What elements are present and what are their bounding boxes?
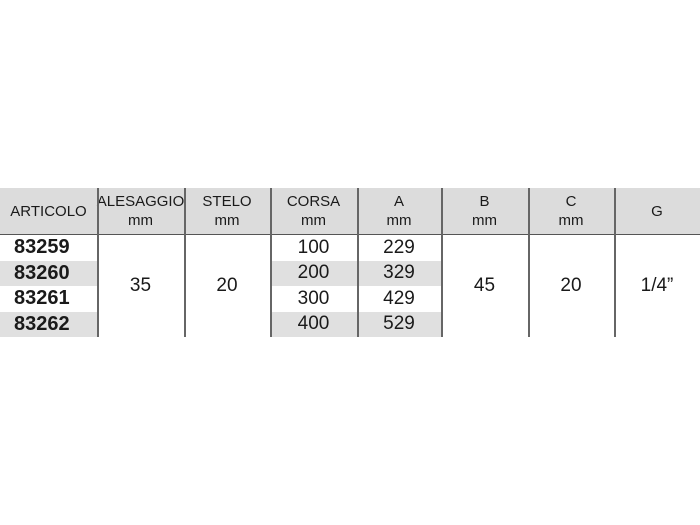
- column-divider: [357, 188, 359, 337]
- a-cell: 529: [357, 311, 441, 337]
- header-divider: [0, 234, 700, 235]
- articolo-cell: 83262: [0, 311, 97, 337]
- header-unit: mm: [558, 212, 584, 229]
- column-header-g: G: [614, 188, 700, 234]
- corsa-cell: 300: [297, 287, 330, 309]
- a-cell: 429: [383, 287, 415, 309]
- column-header-stelo: STELO mm: [184, 188, 270, 234]
- header-unit: mm: [214, 212, 240, 229]
- column-header-alesaggio: ALESAGGIO mm: [97, 188, 184, 234]
- articolo-cell: 83261: [14, 287, 70, 310]
- b-cell: 45: [473, 275, 496, 296]
- column-divider: [441, 188, 443, 337]
- column-header-corsa: CORSA mm: [270, 188, 357, 234]
- header-title: ARTICOLO: [10, 202, 87, 220]
- header-title: B: [479, 193, 490, 210]
- column-divider: [184, 188, 186, 337]
- corsa-cell: 100: [297, 236, 330, 258]
- header-title: CORSA: [286, 193, 341, 210]
- header-unit: mm: [128, 212, 153, 229]
- header-unit: mm: [386, 212, 412, 229]
- g-cell: 1/4”: [640, 275, 674, 296]
- articolo-cell: 83259: [14, 236, 70, 259]
- articolo-cell: 83260: [0, 260, 97, 286]
- column-divider: [270, 188, 272, 337]
- header-unit: mm: [301, 212, 326, 229]
- column-divider: [614, 188, 616, 337]
- header-title: G: [651, 202, 663, 220]
- header-unit: mm: [472, 212, 497, 229]
- stelo-cell: 20: [216, 275, 238, 296]
- header-title: ALESAGGIO: [96, 193, 185, 210]
- column-header-articolo: ARTICOLO: [0, 188, 97, 234]
- corsa-cell: 400: [270, 311, 357, 337]
- header-title: A: [393, 193, 404, 210]
- header-title: STELO: [202, 193, 252, 210]
- a-cell: 329: [357, 260, 441, 286]
- column-divider: [97, 188, 99, 337]
- a-cell: 229: [383, 236, 415, 258]
- c-cell: 20: [560, 275, 582, 296]
- corsa-cell: 200: [270, 260, 357, 286]
- alesaggio-cell: 35: [129, 275, 152, 296]
- header-title: C: [565, 193, 577, 210]
- column-divider: [528, 188, 530, 337]
